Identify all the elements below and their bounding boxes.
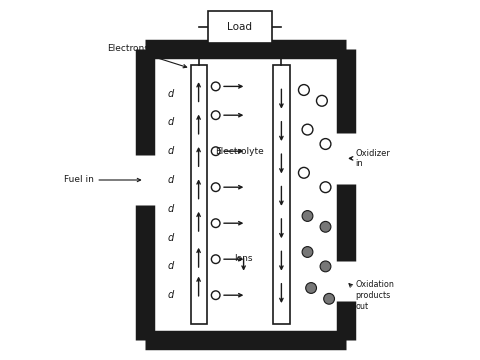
Text: Ions: Ions	[234, 254, 253, 263]
Circle shape	[306, 283, 316, 293]
Circle shape	[211, 183, 220, 192]
Circle shape	[299, 167, 309, 178]
Text: d: d	[168, 117, 174, 127]
Text: d: d	[168, 175, 174, 185]
Bar	[191, 65, 207, 324]
Circle shape	[324, 293, 335, 304]
Text: Electrons: Electrons	[107, 44, 187, 68]
Circle shape	[320, 139, 331, 149]
Bar	[207, 11, 272, 43]
Text: Oxidizer
in: Oxidizer in	[355, 149, 390, 168]
Text: d: d	[168, 261, 174, 271]
Bar	[273, 65, 289, 324]
Circle shape	[211, 82, 220, 91]
Circle shape	[299, 85, 309, 95]
Text: d: d	[168, 204, 174, 214]
Circle shape	[211, 255, 220, 264]
Circle shape	[316, 95, 327, 106]
Circle shape	[302, 247, 313, 257]
Text: Load: Load	[228, 22, 252, 32]
Text: d: d	[168, 146, 174, 156]
Text: ⊖: ⊖	[193, 46, 204, 59]
Text: Fuel in: Fuel in	[63, 175, 141, 184]
Circle shape	[302, 211, 313, 221]
Circle shape	[320, 182, 331, 193]
Text: d: d	[168, 290, 174, 300]
Bar	[161, 65, 330, 324]
Circle shape	[320, 261, 331, 272]
Text: ⊕: ⊕	[276, 46, 287, 59]
Text: d: d	[168, 89, 174, 99]
Circle shape	[211, 147, 220, 156]
Text: d: d	[168, 233, 174, 243]
Circle shape	[211, 219, 220, 228]
Circle shape	[211, 291, 220, 300]
Text: Oxidation
products
out: Oxidation products out	[355, 280, 394, 311]
Circle shape	[211, 111, 220, 120]
Circle shape	[302, 124, 313, 135]
Text: Electrolyte: Electrolyte	[216, 147, 264, 156]
Circle shape	[320, 221, 331, 232]
